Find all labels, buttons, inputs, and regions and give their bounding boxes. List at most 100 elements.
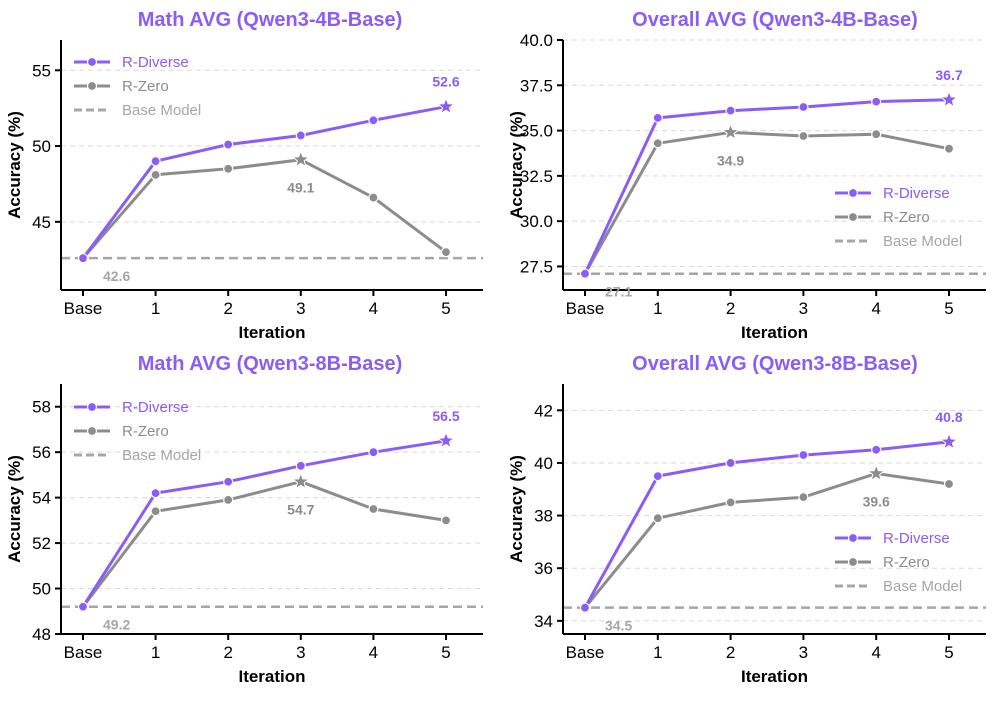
legend-label-r-diverse: R-Diverse [883, 530, 950, 547]
x-axis-label: Iteration [238, 667, 305, 686]
chart-title: Overall AVG (Qwen3-4B-Base) [632, 9, 918, 31]
y-tick-label: 50 [32, 137, 51, 156]
y-tick-label: 50 [32, 580, 51, 599]
data-point [368, 503, 379, 515]
legend-marker [86, 425, 98, 437]
y-axis-label: Accuracy (%) [5, 455, 24, 563]
data-point-star [866, 463, 886, 482]
y-tick-label: 27.5 [520, 257, 553, 276]
data-point [652, 471, 663, 482]
legend: R-Diverse R-Zero Base Model [835, 530, 962, 595]
data-point [150, 506, 161, 517]
y-tick-label: 38 [534, 507, 553, 526]
series-line-r-zero [583, 472, 950, 609]
x-tick-label: 2 [726, 643, 735, 662]
data-point [150, 487, 161, 499]
legend-label-r-zero: R-Zero [122, 423, 169, 440]
data-point [223, 163, 234, 174]
data-point [223, 476, 234, 487]
x-axis-label: Iteration [238, 323, 305, 342]
chart-title: Math AVG (Qwen3-4B-Base) [138, 9, 402, 31]
legend: R-Diverse R-Zero Base Model [74, 54, 201, 119]
data-point [725, 457, 736, 469]
data-label-r-zero: 54.7 [287, 502, 314, 518]
data-point [579, 268, 591, 279]
x-tick-label: Base [64, 299, 103, 318]
legend-marker [847, 556, 859, 568]
data-point [798, 449, 809, 461]
series-line-r-zero [81, 480, 447, 608]
x-tick-label: 4 [871, 643, 880, 662]
legend-marker [847, 532, 859, 544]
x-tick-label: 3 [799, 299, 808, 318]
x-tick-label: 3 [799, 643, 808, 662]
data-point [295, 460, 306, 471]
legend-marker [847, 211, 859, 223]
y-tick-label: 40.0 [520, 31, 553, 50]
baseline-label: 49.2 [103, 617, 130, 633]
y-tick-label: 37.5 [520, 76, 553, 95]
data-point [150, 169, 161, 180]
x-tick-label: 4 [369, 299, 378, 318]
legend-label-base: Base Model [883, 578, 962, 595]
data-point-star [939, 431, 959, 450]
x-tick-label: 1 [151, 643, 160, 662]
legend-marker [847, 187, 859, 199]
y-tick-label: 45 [32, 213, 51, 232]
legend-label-base: Base Model [122, 447, 201, 464]
x-tick-label: 2 [223, 299, 232, 318]
y-axis-label: Accuracy (%) [507, 455, 526, 563]
y-tick-label: 58 [32, 398, 51, 417]
data-point [223, 494, 234, 506]
y-tick-label: 55 [32, 61, 51, 80]
legend-label-r-zero: R-Zero [122, 78, 169, 95]
baseline-label: 27.1 [605, 284, 632, 300]
data-point-star [721, 122, 741, 141]
y-tick-label: 54 [32, 489, 51, 508]
x-tick-label: 3 [296, 643, 305, 662]
y-tick-label: 40 [534, 454, 553, 473]
data-point [368, 115, 379, 126]
data-point [871, 444, 882, 455]
legend-label-base: Base Model [883, 233, 962, 250]
data-point [223, 139, 234, 150]
x-tick-label: 5 [944, 299, 953, 318]
series-line-r-diverse [81, 105, 447, 260]
x-tick-label: Base [566, 643, 605, 662]
data-point [77, 253, 89, 264]
data-label-r-zero: 49.1 [287, 180, 314, 196]
data-point [943, 143, 955, 154]
x-tick-label: 2 [223, 643, 232, 662]
data-point-star [436, 96, 456, 115]
x-tick-label: Base [64, 643, 103, 662]
data-point [725, 105, 736, 116]
y-tick-label: 52 [32, 534, 51, 553]
legend-marker [86, 80, 98, 92]
data-point [150, 156, 161, 167]
data-point [652, 513, 663, 524]
baseline-label: 34.5 [605, 618, 632, 634]
x-tick-label: Base [566, 299, 605, 318]
data-point [943, 478, 955, 490]
data-label-r-diverse: 56.5 [432, 408, 459, 424]
baseline-label: 42.6 [103, 268, 130, 284]
data-point-star [939, 89, 959, 108]
y-tick-label: 35.0 [520, 122, 553, 141]
data-point [798, 492, 809, 503]
data-point [798, 130, 809, 142]
data-point [652, 138, 663, 149]
data-point [871, 129, 882, 140]
y-tick-label: 30.0 [520, 212, 553, 231]
data-point [295, 130, 306, 141]
legend-label-r-diverse: R-Diverse [883, 185, 950, 202]
x-tick-label: 5 [441, 643, 450, 662]
y-tick-label: 34 [534, 612, 553, 631]
x-axis-label: Iteration [741, 667, 808, 686]
x-tick-label: 3 [296, 299, 305, 318]
data-point [440, 515, 452, 526]
series-line-r-diverse [81, 439, 447, 608]
